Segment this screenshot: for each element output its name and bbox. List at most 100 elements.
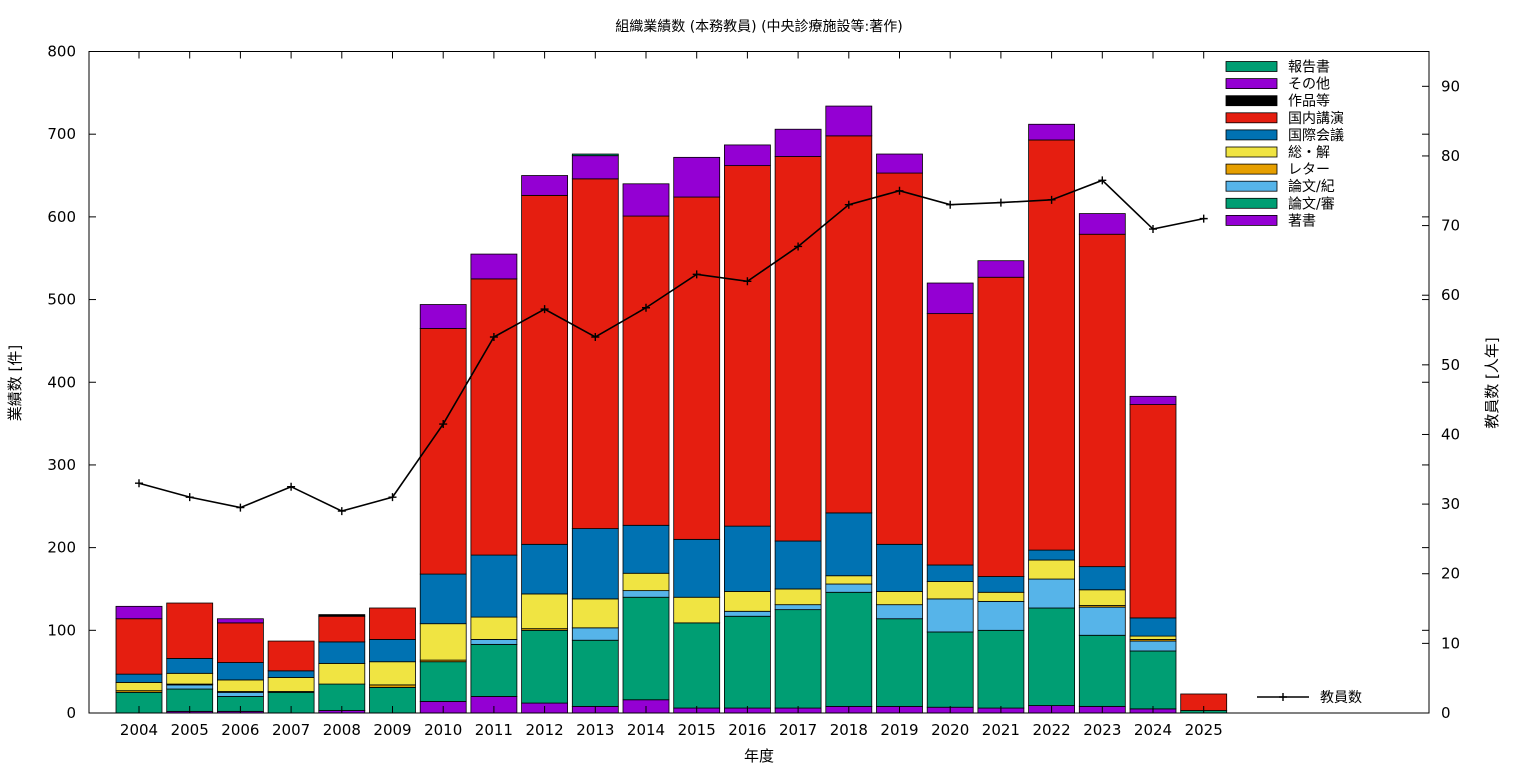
bar-segment — [1078, 566, 1126, 591]
bar-segment — [977, 600, 1025, 631]
x-tick-label: 2008 — [323, 721, 361, 739]
bar-segment — [115, 605, 163, 620]
bar-segment — [369, 661, 416, 686]
bar-segment — [673, 538, 721, 598]
teacher-count-point — [946, 200, 955, 209]
x-tick-label: 2020 — [931, 721, 969, 739]
bar-segment — [622, 596, 670, 701]
bar-segment — [977, 260, 1025, 278]
bar-segment — [470, 616, 518, 640]
bar-segment — [1028, 578, 1075, 609]
x-tick-label: 2016 — [728, 721, 766, 739]
y2-tick-label: 50 — [1441, 356, 1460, 374]
bar-segment — [825, 135, 873, 514]
bar-segment — [419, 573, 467, 625]
teacher-count-point — [692, 270, 701, 279]
bar-segment — [724, 144, 771, 167]
teacher-count-point — [1098, 176, 1107, 185]
legend-swatch — [1225, 146, 1278, 158]
bar-segment — [825, 105, 873, 137]
teacher-count-point — [489, 332, 498, 341]
bar-segment — [1129, 617, 1177, 637]
y-tick-label: 200 — [47, 539, 76, 557]
bar-segment — [115, 682, 163, 692]
legend-label: その他 — [1288, 77, 1330, 93]
legend-swatch — [1225, 214, 1278, 226]
bar-segment — [825, 583, 873, 593]
bar-segment — [166, 602, 214, 659]
teacher-count-point — [439, 420, 448, 429]
x-tick-label: 2006 — [221, 721, 259, 739]
bar-segment — [1028, 549, 1075, 561]
x-tick-label: 2004 — [120, 721, 158, 739]
bar-segment — [267, 640, 315, 672]
bar-segment — [1078, 606, 1126, 636]
y-tick-label: 500 — [47, 291, 76, 309]
legend-swatch — [1225, 180, 1278, 192]
x-axis: 2004 2005 2006 2007 2008 2009 2010 2011 2012 2013… — [120, 51, 1223, 739]
bar-segment — [318, 641, 366, 664]
bar-segment — [369, 639, 416, 663]
bar-segment — [673, 196, 721, 540]
bar-segment — [876, 172, 923, 545]
legend-label: レター — [1288, 162, 1330, 178]
bar-segment — [1129, 404, 1177, 619]
teacher-count-point — [642, 303, 650, 312]
bar-segment — [926, 598, 974, 633]
x-tick-label: 2023 — [1083, 721, 1121, 739]
teacher-count-point — [1199, 214, 1208, 223]
y-tick-label: 800 — [47, 43, 76, 61]
bar-segment — [622, 524, 670, 574]
bar-segment — [216, 679, 264, 692]
bar-segment — [825, 591, 873, 707]
bar-segment — [724, 591, 771, 612]
x-tick-label: 2005 — [171, 721, 209, 739]
legend-label: 国内講演 — [1288, 111, 1344, 127]
x-tick-label: 2024 — [1134, 721, 1172, 739]
legend-swatch — [1225, 61, 1278, 72]
y2-tick-label: 90 — [1441, 77, 1460, 95]
x-tick-label: 2019 — [880, 721, 918, 739]
y2-tick-label: 80 — [1441, 147, 1460, 165]
y-tick-label: 300 — [47, 456, 76, 474]
teacher-count-point — [540, 305, 549, 314]
bar-segment — [216, 622, 264, 663]
bar-segment — [876, 618, 923, 707]
bar-segment — [1028, 139, 1075, 551]
teacher-count-point — [337, 507, 346, 516]
bar-segment — [521, 194, 568, 545]
teacher-count-point — [743, 277, 752, 286]
y-tick-label: 100 — [47, 621, 76, 639]
y2-tick-label: 40 — [1441, 425, 1460, 443]
bar-segment — [876, 543, 923, 592]
teacher-count-point — [185, 493, 194, 502]
bar-segment — [1028, 607, 1075, 706]
bar-segment — [724, 610, 771, 617]
bar-segment — [571, 178, 619, 530]
x-tick-label: 2012 — [526, 721, 564, 739]
bar-segment — [419, 304, 467, 329]
bar-segment — [115, 618, 163, 675]
bar-segment — [825, 512, 873, 577]
legend-swatch — [1225, 197, 1278, 209]
x-tick-label: 2011 — [475, 721, 513, 739]
bar-segment — [318, 615, 366, 643]
bar-segment — [166, 684, 214, 690]
teacher-count-point — [135, 479, 143, 488]
x-tick-label: 2014 — [627, 721, 665, 739]
teacher-count-point — [236, 503, 245, 512]
x-tick-label: 2017 — [779, 721, 817, 739]
bar-segment — [673, 596, 721, 624]
bar-segment — [419, 661, 467, 702]
y2-tick-label: 10 — [1441, 634, 1460, 652]
legend-label: 報告書 — [1288, 60, 1330, 76]
bar-segment — [571, 639, 619, 707]
y-tick-label: 700 — [47, 125, 76, 143]
bars-layer — [115, 105, 1228, 714]
left-y-axis-title: 業績数 [件] — [6, 345, 24, 421]
y-tick-label: 400 — [47, 373, 76, 391]
bar-segment — [267, 677, 315, 692]
x-tick-label: 2025 — [1185, 721, 1223, 739]
chart-title: 組織業績数 (本務教員) (中央診療施設等:著作) — [615, 18, 902, 35]
